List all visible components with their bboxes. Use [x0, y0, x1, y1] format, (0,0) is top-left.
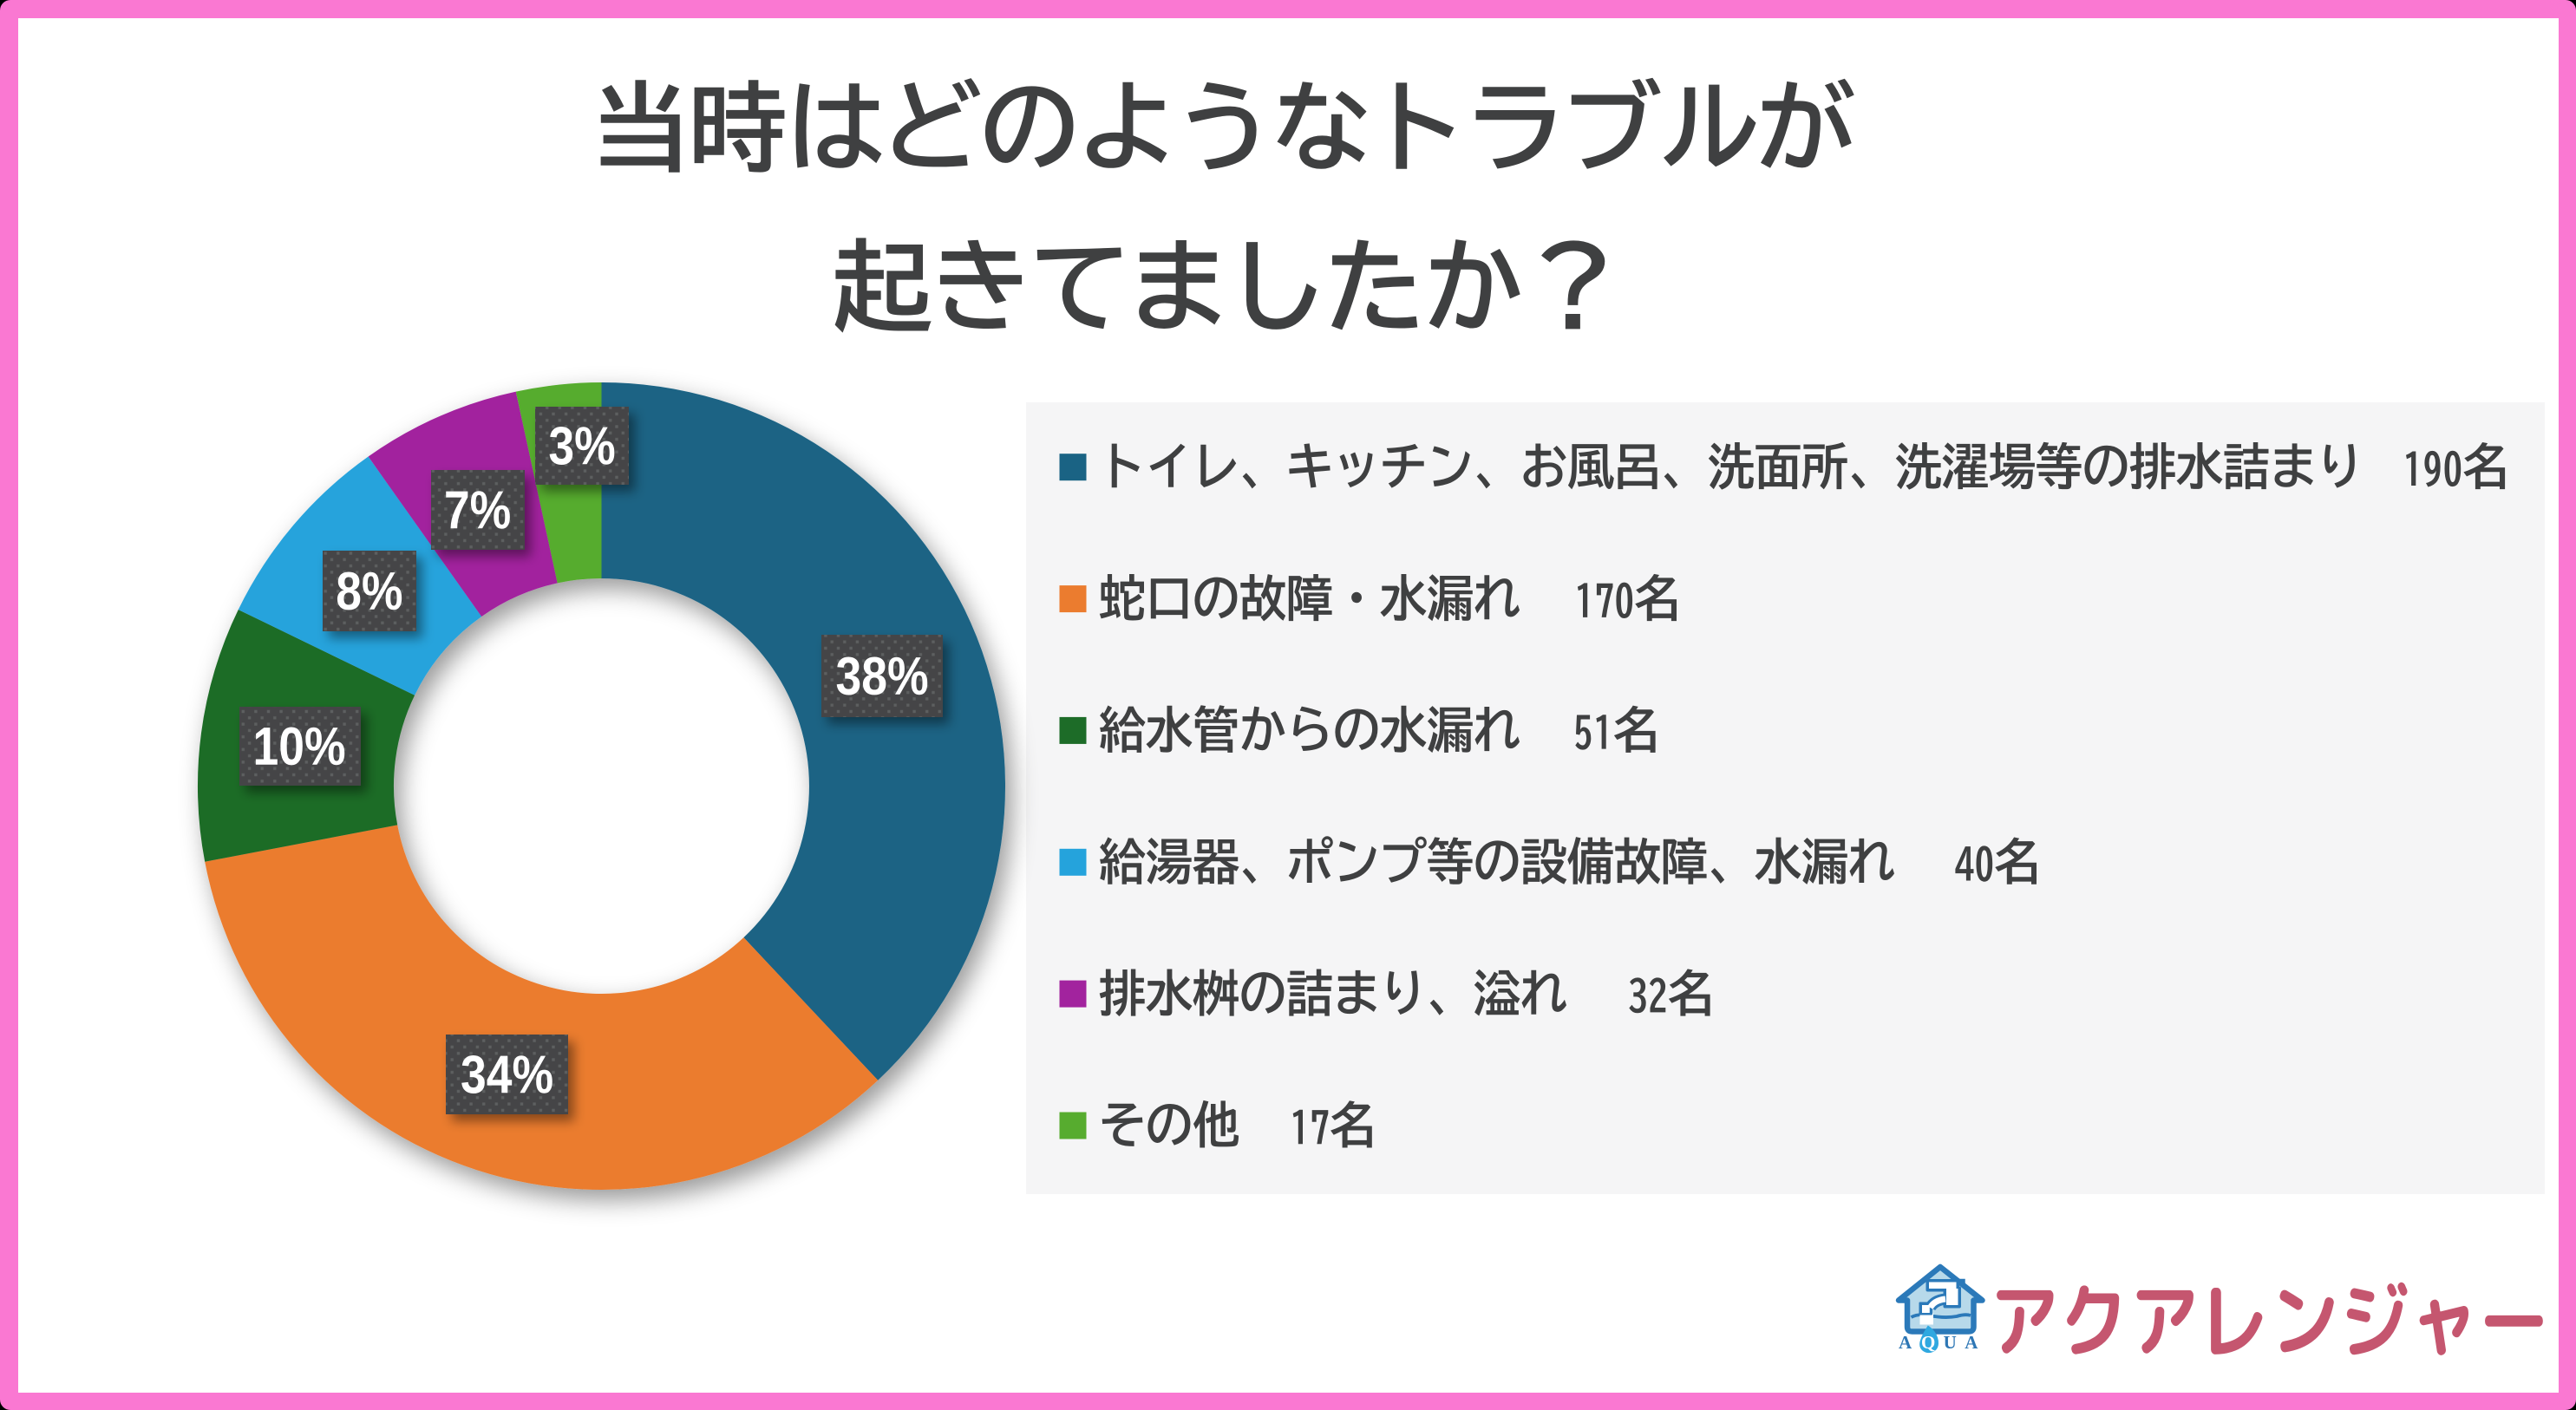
svg-text:U: U — [1944, 1332, 1957, 1353]
svg-text:A: A — [1899, 1332, 1912, 1353]
svg-text:A: A — [1965, 1332, 1978, 1353]
svg-text:Q: Q — [1921, 1332, 1935, 1353]
